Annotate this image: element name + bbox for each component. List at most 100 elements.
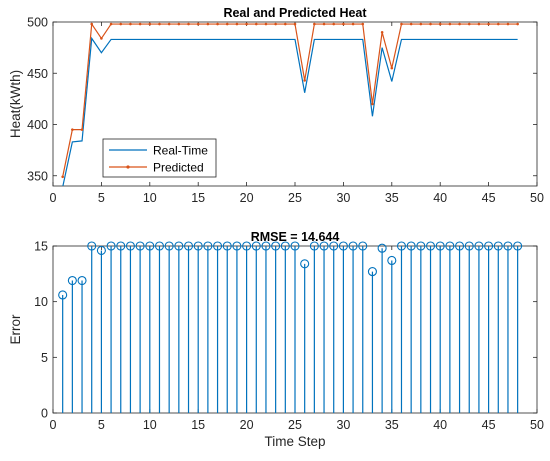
stem-marker bbox=[455, 241, 465, 251]
stem-marker bbox=[67, 275, 77, 286]
stem-marker bbox=[290, 241, 300, 251]
y-tick-label: 500 bbox=[27, 16, 48, 30]
y-tick-label: 10 bbox=[34, 295, 48, 309]
stem-marker bbox=[58, 290, 68, 300]
stem-marker bbox=[96, 245, 106, 256]
stem-marker bbox=[77, 275, 87, 286]
series-point-predicted bbox=[187, 22, 190, 26]
y-axis-label: Error bbox=[8, 314, 23, 345]
series-point-predicted bbox=[235, 22, 239, 26]
y-tick-label: 350 bbox=[27, 169, 48, 183]
stem-marker bbox=[222, 241, 232, 251]
series-point-predicted bbox=[390, 66, 394, 70]
stem-marker bbox=[406, 241, 416, 251]
series-point-predicted bbox=[429, 22, 432, 26]
series-point-predicted bbox=[129, 22, 132, 26]
series-point-predicted bbox=[496, 22, 500, 26]
series-point-predicted bbox=[303, 79, 306, 82]
y-tick-label: 5 bbox=[41, 351, 48, 365]
stem-marker bbox=[213, 241, 223, 251]
x-tick-label: 0 bbox=[50, 418, 57, 432]
series-point-predicted bbox=[119, 22, 123, 26]
chart-title: Real and Predicted Heat bbox=[223, 6, 367, 20]
x-tick-label: 5 bbox=[98, 191, 105, 205]
x-tick-label: 45 bbox=[482, 191, 496, 205]
stem-marker bbox=[125, 241, 135, 251]
series-point-predicted bbox=[138, 22, 142, 26]
series-point-predicted bbox=[71, 128, 74, 131]
stem-marker bbox=[396, 241, 407, 251]
series-point-predicted bbox=[293, 22, 297, 26]
error-axes: 0 5 10 15 20 25 30 35 40 45 50 0 5 10 15 RMSE = 14.644 E… bbox=[8, 230, 544, 449]
x-tick-label: 5 bbox=[98, 418, 105, 432]
stem-marker bbox=[503, 241, 513, 251]
series-point-predicted bbox=[419, 22, 423, 26]
series-point-predicted bbox=[380, 30, 384, 34]
stem-marker bbox=[329, 241, 339, 251]
stem-marker bbox=[154, 241, 165, 251]
series-point-predicted bbox=[148, 22, 152, 26]
series-point-predicted bbox=[438, 22, 442, 26]
legend-label-real-time: Real-Time bbox=[153, 144, 208, 158]
x-tick-label: 40 bbox=[433, 191, 447, 205]
series-point-predicted bbox=[332, 22, 336, 26]
series-line-real-time bbox=[62, 36, 518, 186]
x-axis-label: Time Step bbox=[264, 434, 325, 449]
y-tick-label: 0 bbox=[41, 407, 48, 421]
stem-marker bbox=[183, 241, 194, 251]
series-point-predicted bbox=[90, 22, 94, 26]
stem-marker bbox=[280, 241, 290, 251]
stem-marker bbox=[513, 241, 523, 251]
x-tick-label: 10 bbox=[143, 191, 157, 205]
plot-area bbox=[61, 22, 519, 186]
series-point-predicted bbox=[206, 22, 210, 26]
stem-marker bbox=[116, 241, 126, 251]
series-point-predicted bbox=[477, 22, 481, 26]
series-point-predicted bbox=[100, 37, 103, 40]
series-point-predicted bbox=[361, 22, 365, 26]
series-point-predicted bbox=[322, 22, 326, 26]
stem-marker bbox=[232, 241, 242, 251]
x-tick-label: 20 bbox=[240, 418, 254, 432]
legend: Real-Time Predicted bbox=[102, 138, 217, 178]
stem-marker bbox=[242, 241, 252, 251]
series-point-predicted bbox=[284, 22, 287, 26]
stem-marker bbox=[348, 241, 358, 251]
series-point-predicted bbox=[254, 22, 258, 26]
series-point-predicted bbox=[458, 22, 461, 26]
x-tick-label: 20 bbox=[240, 191, 254, 205]
series-point-predicted bbox=[409, 22, 413, 26]
stem-marker bbox=[416, 241, 426, 251]
chart-title: RMSE = 14.644 bbox=[251, 230, 340, 244]
stem-marker bbox=[87, 241, 97, 251]
series-point-predicted bbox=[351, 22, 355, 26]
x-tick-label: 50 bbox=[530, 418, 544, 432]
heat-axes: 0 5 10 15 20 25 30 35 40 45 50 350 400 450 500 Real and… bbox=[8, 6, 544, 205]
series-point-predicted bbox=[158, 22, 161, 26]
series-point-predicted bbox=[487, 22, 490, 26]
stem-marker bbox=[251, 241, 261, 251]
series-point-predicted bbox=[196, 22, 200, 26]
series-point-predicted bbox=[264, 22, 268, 26]
stem-marker bbox=[377, 243, 387, 253]
stem-marker bbox=[203, 241, 213, 251]
series-point-predicted bbox=[216, 22, 219, 26]
series-point-predicted bbox=[467, 22, 471, 26]
x-tick-label: 15 bbox=[191, 418, 205, 432]
stem-marker bbox=[135, 241, 145, 251]
stem-marker bbox=[300, 259, 310, 269]
legend-marker-predicted bbox=[126, 165, 130, 169]
series-point-predicted bbox=[516, 22, 519, 26]
series-point-predicted bbox=[109, 22, 113, 26]
stem-marker bbox=[164, 241, 174, 251]
series-point-predicted bbox=[61, 175, 64, 179]
legend-box bbox=[102, 138, 217, 178]
series-point-predicted bbox=[448, 22, 452, 26]
stem-marker bbox=[445, 241, 455, 251]
stem-marker bbox=[435, 241, 445, 251]
stem-marker bbox=[261, 241, 271, 251]
series-point-predicted bbox=[342, 22, 345, 26]
stem-marker bbox=[106, 241, 116, 251]
x-tick-label: 50 bbox=[530, 191, 544, 205]
